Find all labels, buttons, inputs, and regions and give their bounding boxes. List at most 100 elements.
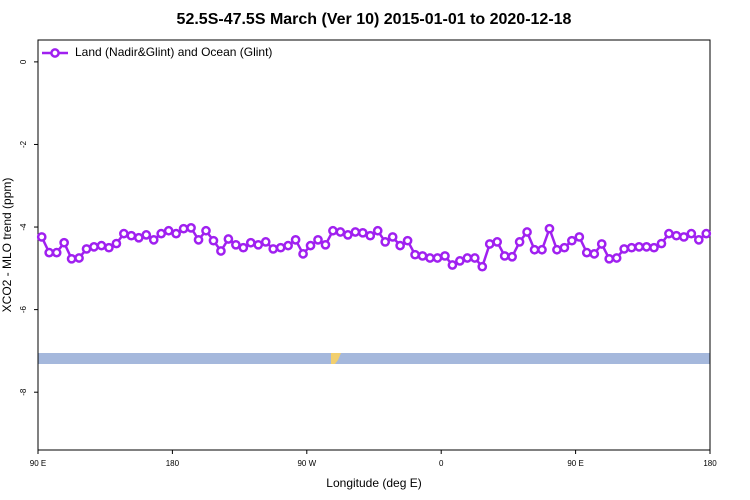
point: [529, 244, 540, 255]
point: [581, 247, 592, 258]
point: [335, 227, 346, 237]
point: [74, 253, 84, 263]
point: [141, 230, 152, 240]
point: [626, 242, 637, 253]
point: [514, 237, 525, 247]
point: [641, 242, 652, 252]
point: [372, 225, 383, 236]
point: [313, 234, 323, 245]
point: [178, 223, 189, 234]
x-tick-label: 180: [166, 459, 180, 468]
point: [686, 228, 697, 239]
point: [522, 227, 532, 237]
chart-title: 52.5S-47.5S March (Ver 10) 2015-01-01 to…: [177, 11, 572, 28]
point: [171, 228, 181, 239]
x-axis-label: Longitude (deg E): [326, 476, 421, 490]
point: [365, 230, 376, 241]
point: [193, 234, 204, 245]
y-tick-label: -4: [19, 223, 28, 231]
point: [410, 249, 420, 260]
point: [268, 244, 279, 254]
point: [417, 251, 428, 261]
point: [186, 223, 196, 233]
point: [133, 232, 144, 243]
point: [596, 239, 607, 249]
point: [59, 237, 69, 248]
point: [671, 230, 682, 241]
point: [357, 227, 368, 238]
point: [544, 223, 555, 234]
point: [223, 234, 234, 244]
point: [380, 237, 391, 247]
y-tick-label: -2: [19, 140, 28, 148]
point: [649, 242, 659, 253]
point: [589, 249, 600, 259]
point: [245, 237, 256, 248]
y-axis-label: XCO2 - MLO trend (ppm): [0, 178, 14, 313]
point: [275, 242, 286, 253]
x-tick-label: 90 E: [567, 459, 583, 468]
point: [455, 256, 465, 266]
point: [559, 242, 570, 253]
point: [402, 235, 413, 246]
point: [447, 260, 458, 270]
point: [260, 237, 271, 247]
point: [701, 228, 712, 239]
point: [81, 244, 92, 254]
point: [679, 232, 689, 242]
point: [350, 227, 361, 237]
point: [469, 253, 480, 263]
point: [66, 253, 77, 264]
point: [499, 251, 510, 261]
point: [328, 225, 338, 236]
point: [36, 232, 47, 242]
point: [492, 237, 503, 247]
point: [343, 230, 353, 240]
point: [111, 238, 122, 249]
point: [119, 228, 129, 239]
point: [462, 253, 473, 263]
point: [231, 239, 241, 250]
point: [298, 249, 308, 259]
x-tick-label: 180: [703, 459, 717, 468]
point: [656, 238, 667, 249]
point: [104, 242, 114, 253]
point: [537, 244, 547, 255]
point: [163, 225, 174, 236]
point: [148, 234, 159, 245]
point: [634, 242, 644, 252]
plot-frame: [37, 39, 711, 451]
x-tick-label: 90 E: [30, 459, 46, 468]
point: [238, 242, 249, 253]
point: [253, 239, 264, 250]
point: [507, 251, 517, 262]
point: [44, 247, 55, 258]
point: [477, 261, 488, 272]
y-tick-label: 0: [19, 59, 28, 64]
point: [693, 234, 704, 245]
point: [216, 246, 226, 256]
point: [440, 251, 450, 261]
y-tick-label: -6: [19, 306, 28, 314]
map-land: [331, 353, 341, 364]
point: [574, 232, 585, 242]
point: [567, 235, 577, 246]
point: [290, 234, 301, 245]
point: [208, 235, 219, 246]
point: [387, 232, 398, 242]
point: [484, 239, 495, 249]
x-tick-label: 90 W: [297, 459, 316, 468]
map-strip: [38, 353, 710, 364]
point: [156, 228, 167, 239]
point: [664, 228, 674, 239]
point: [51, 247, 62, 258]
point: [201, 225, 211, 236]
point: [619, 244, 629, 254]
legend-label: Land (Nadir&Glint) and Ocean (Glint): [75, 45, 272, 59]
legend-marker: [50, 48, 60, 58]
point: [320, 239, 331, 250]
point: [611, 253, 622, 263]
point: [604, 253, 615, 264]
point: [126, 230, 137, 241]
